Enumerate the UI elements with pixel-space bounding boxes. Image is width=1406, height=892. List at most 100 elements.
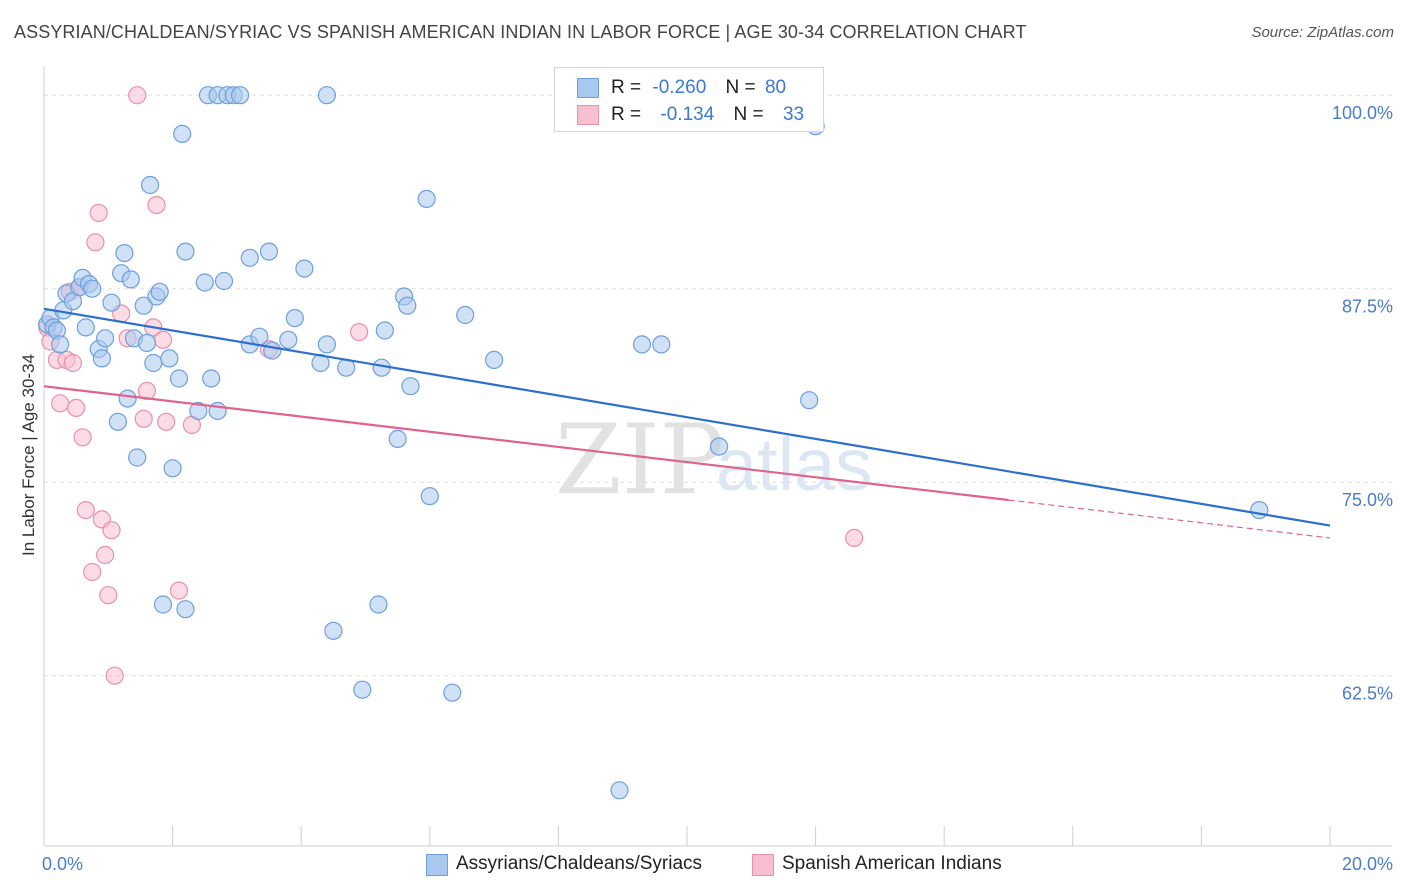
data-point: [800, 391, 819, 410]
legend-swatch-pink: [577, 105, 599, 125]
gridlines: [44, 94, 1392, 677]
data-point: [157, 412, 176, 431]
bottom-legend-swatch-pink: [752, 854, 774, 876]
data-point: [144, 353, 163, 373]
x-tick-label: 20.0%: [1342, 854, 1393, 874]
data-point: [141, 175, 160, 195]
watermark: ZIP atlas: [555, 404, 872, 516]
data-point: [102, 521, 121, 540]
y-axis-label: In Labor Force | Age 30-34: [19, 354, 38, 556]
y-tick-label: 87.5%: [1342, 297, 1393, 317]
data-point: [134, 409, 153, 428]
data-point: [317, 335, 336, 354]
data-point: [95, 329, 115, 348]
legend-text-spanish-american-indians: R = -0.134 N = 33: [611, 104, 805, 125]
tick-labels: 100.0% 87.5% 75.0% 62.5% 0.0% 20.0%: [42, 103, 1393, 874]
data-point: [317, 86, 336, 105]
trend-line-spanish-american-indians: [43, 385, 1009, 502]
data-point: [398, 296, 417, 315]
data-point: [163, 459, 182, 478]
data-point: [115, 244, 134, 263]
source-credit: Source: ZipAtlas.com: [1251, 24, 1394, 41]
data-point: [443, 683, 462, 702]
chart-title: ASSYRIAN/CHALDEAN/SYRIAC VS SPANISH AMER…: [14, 22, 1027, 42]
watermark-zip: ZIP: [555, 404, 724, 516]
data-point: [485, 350, 504, 369]
data-point: [324, 621, 343, 640]
watermark-atlas: atlas: [716, 423, 872, 506]
data-point: [118, 389, 137, 408]
data-point: [50, 335, 70, 354]
trend-line-assyrians: [43, 307, 1331, 527]
data-point: [128, 448, 147, 467]
data-point: [67, 398, 86, 417]
data-point: [375, 321, 394, 340]
data-point: [259, 242, 279, 261]
data-point: [83, 562, 102, 582]
data-point: [147, 196, 166, 215]
data-point: [92, 349, 112, 368]
legend-swatch-blue: [577, 78, 599, 98]
series-assyrians: [38, 86, 1269, 800]
axes: [43, 66, 1392, 847]
y-tick-label: 100.0%: [1332, 103, 1393, 123]
data-point: [632, 335, 652, 354]
data-point: [153, 330, 173, 349]
bottom-legend-label-spanish-american-indians: Spanish American Indians: [782, 853, 1002, 874]
bottom-legend-label-assyrians: Assyrians/Chaldeans/Syriacs: [456, 853, 703, 874]
data-point: [709, 437, 729, 456]
data-point: [845, 528, 864, 548]
trend-lines: [43, 307, 1331, 539]
data-point: [173, 124, 192, 143]
data-point: [86, 233, 105, 252]
data-point: [350, 323, 369, 342]
data-point: [401, 377, 420, 396]
data-point: [108, 412, 128, 431]
data-point: [214, 271, 234, 291]
series-spanish-american-indians: [38, 86, 864, 685]
data-point: [295, 259, 314, 278]
data-point: [176, 600, 195, 619]
data-point: [153, 595, 173, 614]
data-point: [128, 86, 147, 105]
data-point: [160, 349, 179, 368]
y-tick-label: 62.5%: [1342, 684, 1393, 704]
data-point: [420, 487, 439, 506]
data-point: [369, 595, 388, 614]
data-point: [76, 318, 95, 337]
data-point: [150, 282, 169, 301]
data-point: [89, 203, 108, 222]
x-tick-label: 0.0%: [42, 854, 83, 874]
y-tick-label: 75.0%: [1342, 490, 1393, 510]
data-point: [95, 545, 115, 565]
data-point: [50, 394, 70, 413]
data-point: [240, 248, 259, 267]
data-point: [169, 369, 189, 388]
data-point: [121, 270, 140, 289]
legend-text-assyrians: R = -0.260 N = 80: [611, 77, 787, 98]
data-point: [169, 581, 189, 600]
data-point: [73, 428, 92, 447]
data-point: [102, 293, 121, 312]
data-point: [137, 333, 156, 352]
data-point: [99, 586, 118, 605]
correlation-legend: R = -0.260 N = 80 R = -0.134 N = 33: [554, 67, 824, 132]
data-point: [610, 781, 629, 800]
data-point: [76, 501, 95, 520]
data-point: [105, 666, 124, 685]
data-point: [1250, 501, 1269, 520]
data-point: [285, 309, 304, 328]
data-point: [388, 429, 407, 448]
data-point: [231, 86, 250, 105]
data-point: [176, 242, 195, 261]
data-point: [202, 369, 221, 388]
data-point: [63, 353, 83, 373]
bottom-legend-swatch-blue: [426, 854, 448, 876]
data-point: [279, 330, 298, 349]
data-point: [189, 401, 208, 421]
data-point: [456, 305, 475, 325]
data-point: [250, 327, 269, 346]
data-point: [353, 680, 372, 699]
data-point: [263, 341, 282, 360]
